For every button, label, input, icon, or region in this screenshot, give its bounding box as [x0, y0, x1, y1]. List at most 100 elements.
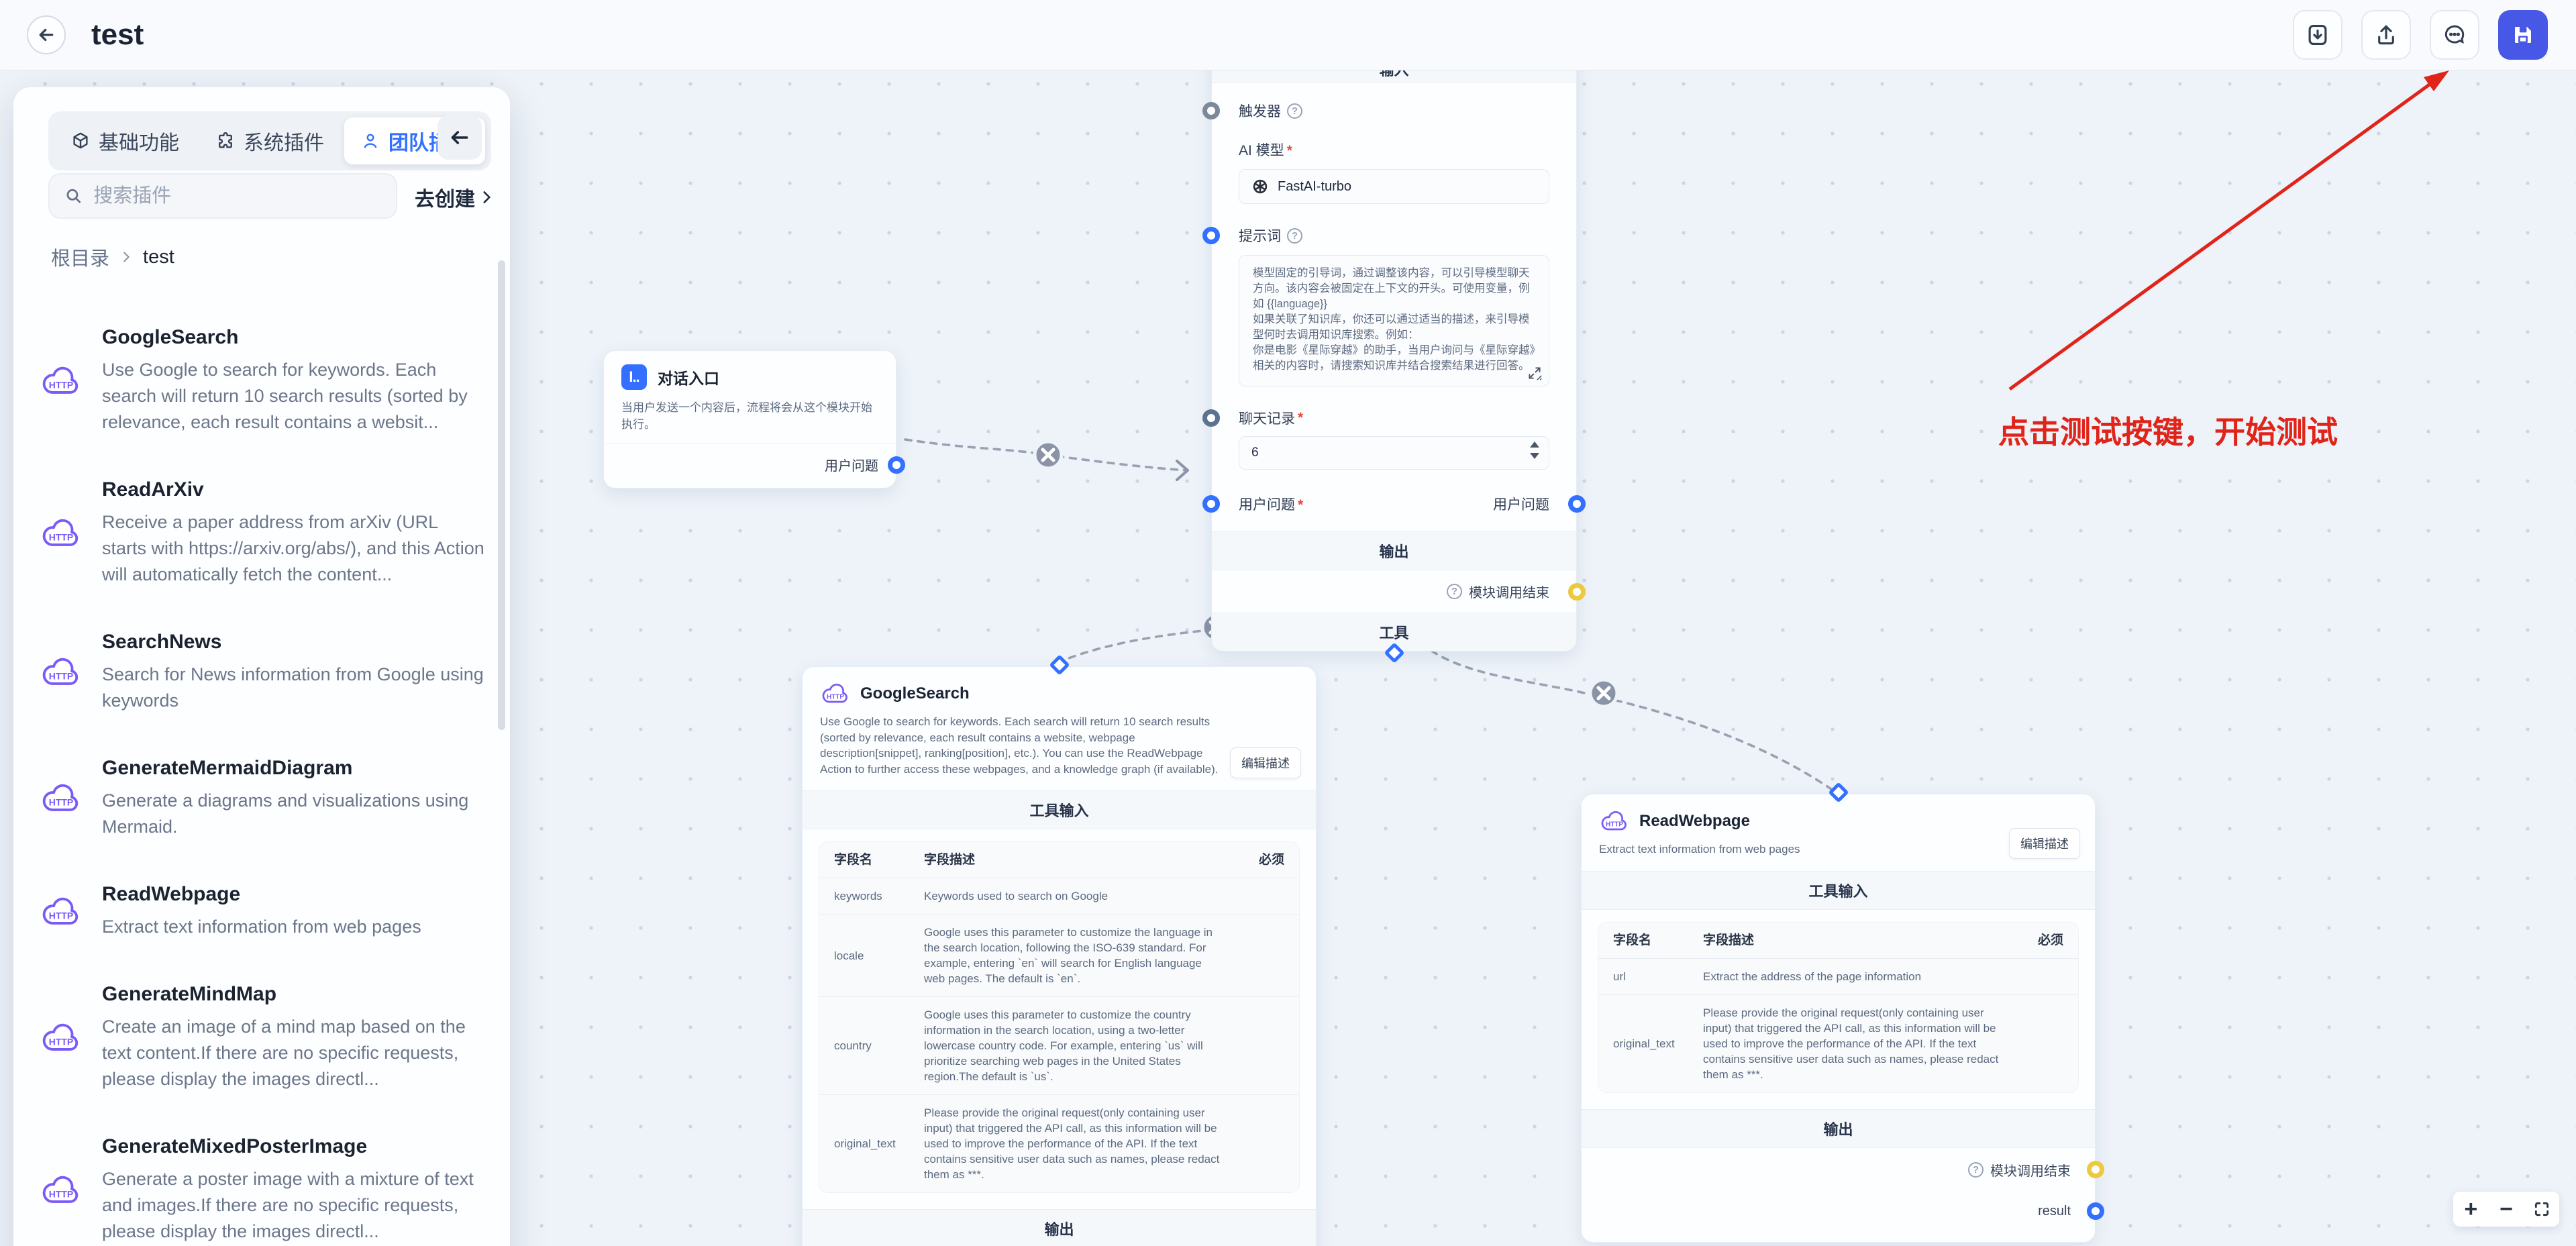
col-desc: 字段描述 [924, 853, 976, 867]
question-label: 用户问题 * [1239, 497, 1304, 513]
prompt-textarea[interactable]: 模型固定的引导词，通过调整该内容，可以引导模型聊天方向。该内容会被固定在上下文的… [1239, 255, 1549, 386]
svg-text:HTTP: HTTP [49, 1188, 73, 1199]
table-row: url Extract the address of the page info… [1598, 957, 2078, 994]
node-title: ReadWebpage [1639, 812, 1750, 830]
breadcrumb-current: test [143, 246, 174, 268]
chevron-right-icon [123, 252, 130, 262]
col-desc: 字段描述 [1703, 933, 1755, 947]
history-stepper[interactable]: 6 [1239, 436, 1549, 470]
zoom-in-button[interactable]: + [2464, 1196, 2478, 1222]
svg-text:HTTP: HTTP [49, 1036, 73, 1047]
create-plugin-link[interactable]: 去创建 [415, 183, 495, 212]
result-output-handle[interactable] [2087, 1202, 2104, 1220]
edge-delete-icon[interactable] [1588, 678, 1619, 709]
plugin-name: ReadArXiv [102, 478, 204, 501]
help-icon[interactable]: ? [1287, 103, 1302, 119]
svg-text:HTTP: HTTP [49, 379, 73, 390]
chat-entry-icon: I.. [621, 364, 647, 390]
question-output-handle[interactable] [1568, 495, 1586, 513]
fit-view-button[interactable] [2524, 1192, 2559, 1227]
history-input-handle[interactable] [1202, 409, 1220, 427]
output-handle[interactable] [888, 456, 905, 474]
question-input-handle[interactable] [1202, 495, 1220, 513]
edge-entry-to-ai [904, 438, 1188, 472]
plugin-description: Search for News information from Google … [102, 664, 484, 711]
prompt-row: 提示词 ? [1202, 225, 1549, 246]
prompt-label: 提示词 [1239, 229, 1281, 244]
ai-chat-node[interactable]: 输入 触发器 ? AI 模型* FastAI-turbo [1202, 36, 1586, 664]
version-button[interactable] [2293, 10, 2342, 60]
plugin-search [48, 173, 397, 219]
chat-entry-node[interactable]: I.. 对话入口 当用户发送一个内容后，流程将会从这个模块开始执行。 用户问题 [603, 350, 905, 488]
tab-system[interactable]: 系统插件 [199, 117, 340, 164]
http-plugin-icon: HTTP [42, 366, 79, 394]
section-output: 输出 [1212, 531, 1576, 570]
table-row: country Google uses this parameter to cu… [819, 996, 1299, 1094]
list-item[interactable]: HTTP GenerateMermaidDiagram Generate a d… [39, 735, 484, 862]
node-description: Use Google to search for keywords. Each … [820, 715, 1219, 776]
help-icon[interactable]: ? [1447, 584, 1462, 599]
collapse-sidebar-button[interactable] [437, 115, 482, 160]
module-end-handle[interactable] [2087, 1161, 2104, 1178]
breadcrumb-root[interactable]: 根目录 [51, 248, 110, 270]
plugin-description: Extract text information from web pages [102, 917, 421, 937]
plugin-name: GenerateMermaidDiagram [102, 757, 353, 779]
col-required: 必须 [2037, 933, 2063, 947]
module-end-label: 模块调用结束 [1990, 1163, 2071, 1179]
list-item[interactable]: HTTP ReadArXiv Receive a paper address f… [39, 457, 484, 609]
list-item[interactable]: HTTP ReadWebpage Extract text informatio… [39, 862, 484, 962]
trigger-label: 触发器 [1239, 104, 1281, 119]
expand-icon[interactable] [1526, 364, 1543, 382]
edge-arrowhead-icon [1176, 460, 1189, 481]
edge-delete-icon[interactable] [1033, 439, 1064, 470]
plugin-name: GoogleSearch [102, 326, 239, 348]
help-icon[interactable]: ? [1968, 1161, 1983, 1178]
module-end-row: ? 模块调用结束 [1212, 570, 1586, 613]
chat-test-button[interactable] [2430, 10, 2479, 60]
model-value: FastAI-turbo [1278, 178, 1352, 194]
edit-description-button[interactable]: 编辑描述 [2009, 827, 2080, 859]
node-title: GoogleSearch [860, 684, 970, 703]
svg-text:HTTP: HTTP [49, 670, 73, 681]
sidebar-scrollbar[interactable] [498, 260, 505, 730]
edit-description-button[interactable]: 编辑描述 [1230, 747, 1301, 778]
model-select[interactable]: FastAI-turbo [1239, 169, 1549, 204]
read-webpage-node[interactable]: HTTP ReadWebpage Extract text informatio… [1581, 782, 2104, 1243]
prompt-input-handle[interactable] [1202, 227, 1220, 244]
breadcrumb: 根目录 test [51, 243, 174, 271]
http-plugin-icon: HTTP [822, 683, 847, 703]
publish-icon [2378, 25, 2394, 45]
save-icon [2515, 27, 2531, 43]
list-item[interactable]: HTTP SearchNews Search for News informat… [39, 609, 484, 735]
http-plugin-icon: HTTP [42, 897, 79, 925]
publish-button[interactable] [2361, 10, 2411, 60]
node-title: 对话入口 [658, 370, 719, 387]
plugin-description: Receive a paper address from arXiv (URL … [102, 512, 484, 584]
history-label: 聊天记录 [1239, 411, 1295, 427]
save-button[interactable] [2498, 10, 2548, 60]
search-icon [66, 189, 81, 203]
section-tool-input: 工具输入 [803, 790, 1316, 829]
zoom-out-button[interactable]: − [2500, 1196, 2513, 1222]
module-end-handle[interactable] [1568, 582, 1586, 601]
http-plugin-icon: HTTP [42, 784, 79, 811]
list-item[interactable]: HTTP GoogleSearch Use Google to search f… [39, 305, 484, 457]
help-icon[interactable]: ? [1287, 227, 1302, 244]
trigger-input-handle[interactable] [1202, 102, 1220, 119]
question-output-label: 用户问题 [1493, 497, 1549, 513]
openai-icon [1253, 179, 1268, 194]
tool-input-table: 字段名 字段描述 必须 url Extract the address of t… [1598, 921, 2079, 1093]
app-header: test [0, 0, 2576, 70]
http-plugin-icon: HTTP [42, 1176, 79, 1203]
list-item[interactable]: HTTP GenerateMixedPosterImage Generate a… [39, 1114, 484, 1246]
list-item[interactable]: HTTP GenerateMindMap Create an image of … [39, 962, 484, 1114]
output-label: 用户问题 [825, 459, 878, 474]
search-input[interactable] [93, 185, 381, 207]
http-plugin-icon: HTTP [42, 1023, 79, 1051]
back-button[interactable] [27, 15, 66, 54]
version-icon [2308, 24, 2327, 46]
google-search-node[interactable]: HTTP GoogleSearch Use Google to search f… [802, 654, 1317, 1246]
tab-basic[interactable]: 基础功能 [54, 117, 195, 164]
stepper-arrows-icon[interactable] [1530, 442, 1539, 459]
section-tool-input: 工具输入 [1582, 870, 2095, 910]
